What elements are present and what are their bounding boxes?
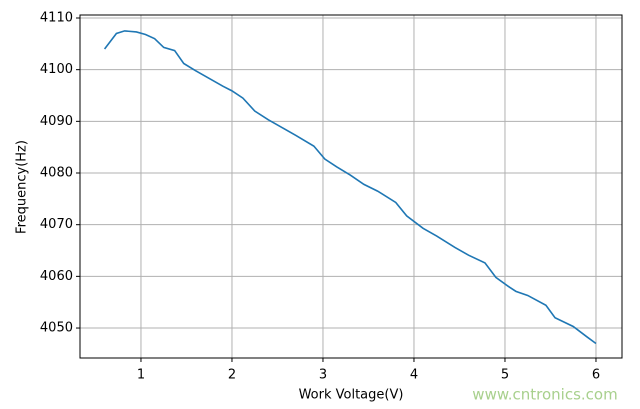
y-tick-label: 4110 [40,10,73,25]
x-tick-label: 2 [228,368,236,383]
x-tick-label: 6 [592,368,600,383]
x-tick-label: 1 [137,368,145,383]
y-tick-label: 4090 [40,114,73,129]
y-tick-label: 4070 [40,217,73,232]
y-tick-label: 4100 [40,62,73,77]
x-tick-label: 3 [319,368,327,383]
line [103,30,597,345]
y-tick-label: 4050 [40,321,73,336]
x-axis-label: Work Voltage(V) [299,388,404,403]
y-tick-label: 4060 [40,269,73,284]
watermark: www.cntronics.com [472,386,617,404]
plot-frame [79,14,623,359]
x-tick-label: 4 [410,368,418,383]
y-tick-label: 4080 [40,166,73,181]
x-tick-label: 5 [501,368,509,383]
y-axis-label: Frequency(Hz) [15,140,30,234]
